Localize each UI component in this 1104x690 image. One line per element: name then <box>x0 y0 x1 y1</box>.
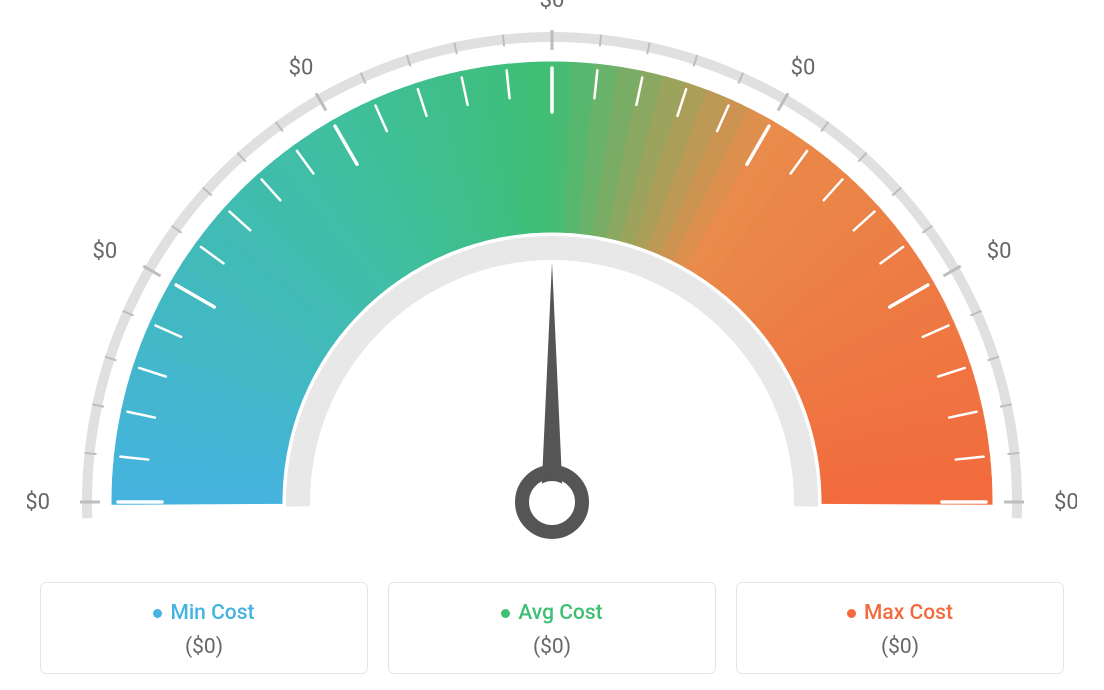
legend-label-min: Min Cost <box>170 601 254 625</box>
gauge-tick-label: $0 <box>289 55 314 80</box>
gauge-tick-label: $0 <box>987 239 1012 264</box>
legend-label-max: Max Cost <box>864 601 953 625</box>
gauge-tick-label: $0 <box>540 0 565 13</box>
gauge-tick-label: $0 <box>27 490 50 515</box>
legend-value-max: ($0) <box>747 635 1053 659</box>
legend-title-min: Min Cost <box>153 601 254 625</box>
legend-value-min: ($0) <box>51 635 357 659</box>
gauge-wrap: $0 $0 $0 $0 $0 $0 $0 <box>27 0 1077 560</box>
legend-box-max: Max Cost ($0) <box>736 582 1064 674</box>
legend-dot-min <box>153 609 162 618</box>
legend-dot-max <box>847 609 856 618</box>
legend-row: Min Cost ($0) Avg Cost ($0) Max Cost ($0… <box>0 582 1104 674</box>
legend-box-min: Min Cost ($0) <box>40 582 368 674</box>
legend-title-max: Max Cost <box>847 601 953 625</box>
legend-label-avg: Avg Cost <box>518 601 602 625</box>
legend-box-avg: Avg Cost ($0) <box>388 582 716 674</box>
gauge-svg: $0 $0 $0 $0 $0 $0 $0 <box>27 0 1077 560</box>
legend-dot-avg <box>501 609 510 618</box>
legend-title-avg: Avg Cost <box>501 601 602 625</box>
gauge-tick-label: $0 <box>1054 490 1077 515</box>
gauge-tick-label: $0 <box>791 55 816 80</box>
legend-value-avg: ($0) <box>399 635 705 659</box>
gauge-tick-label: $0 <box>93 239 118 264</box>
gauge-needle-hub-inner <box>531 481 573 523</box>
gauge-chart-container: $0 $0 $0 $0 $0 $0 $0 Min Cost ($0) Avg Cost ($… <box>0 0 1104 690</box>
